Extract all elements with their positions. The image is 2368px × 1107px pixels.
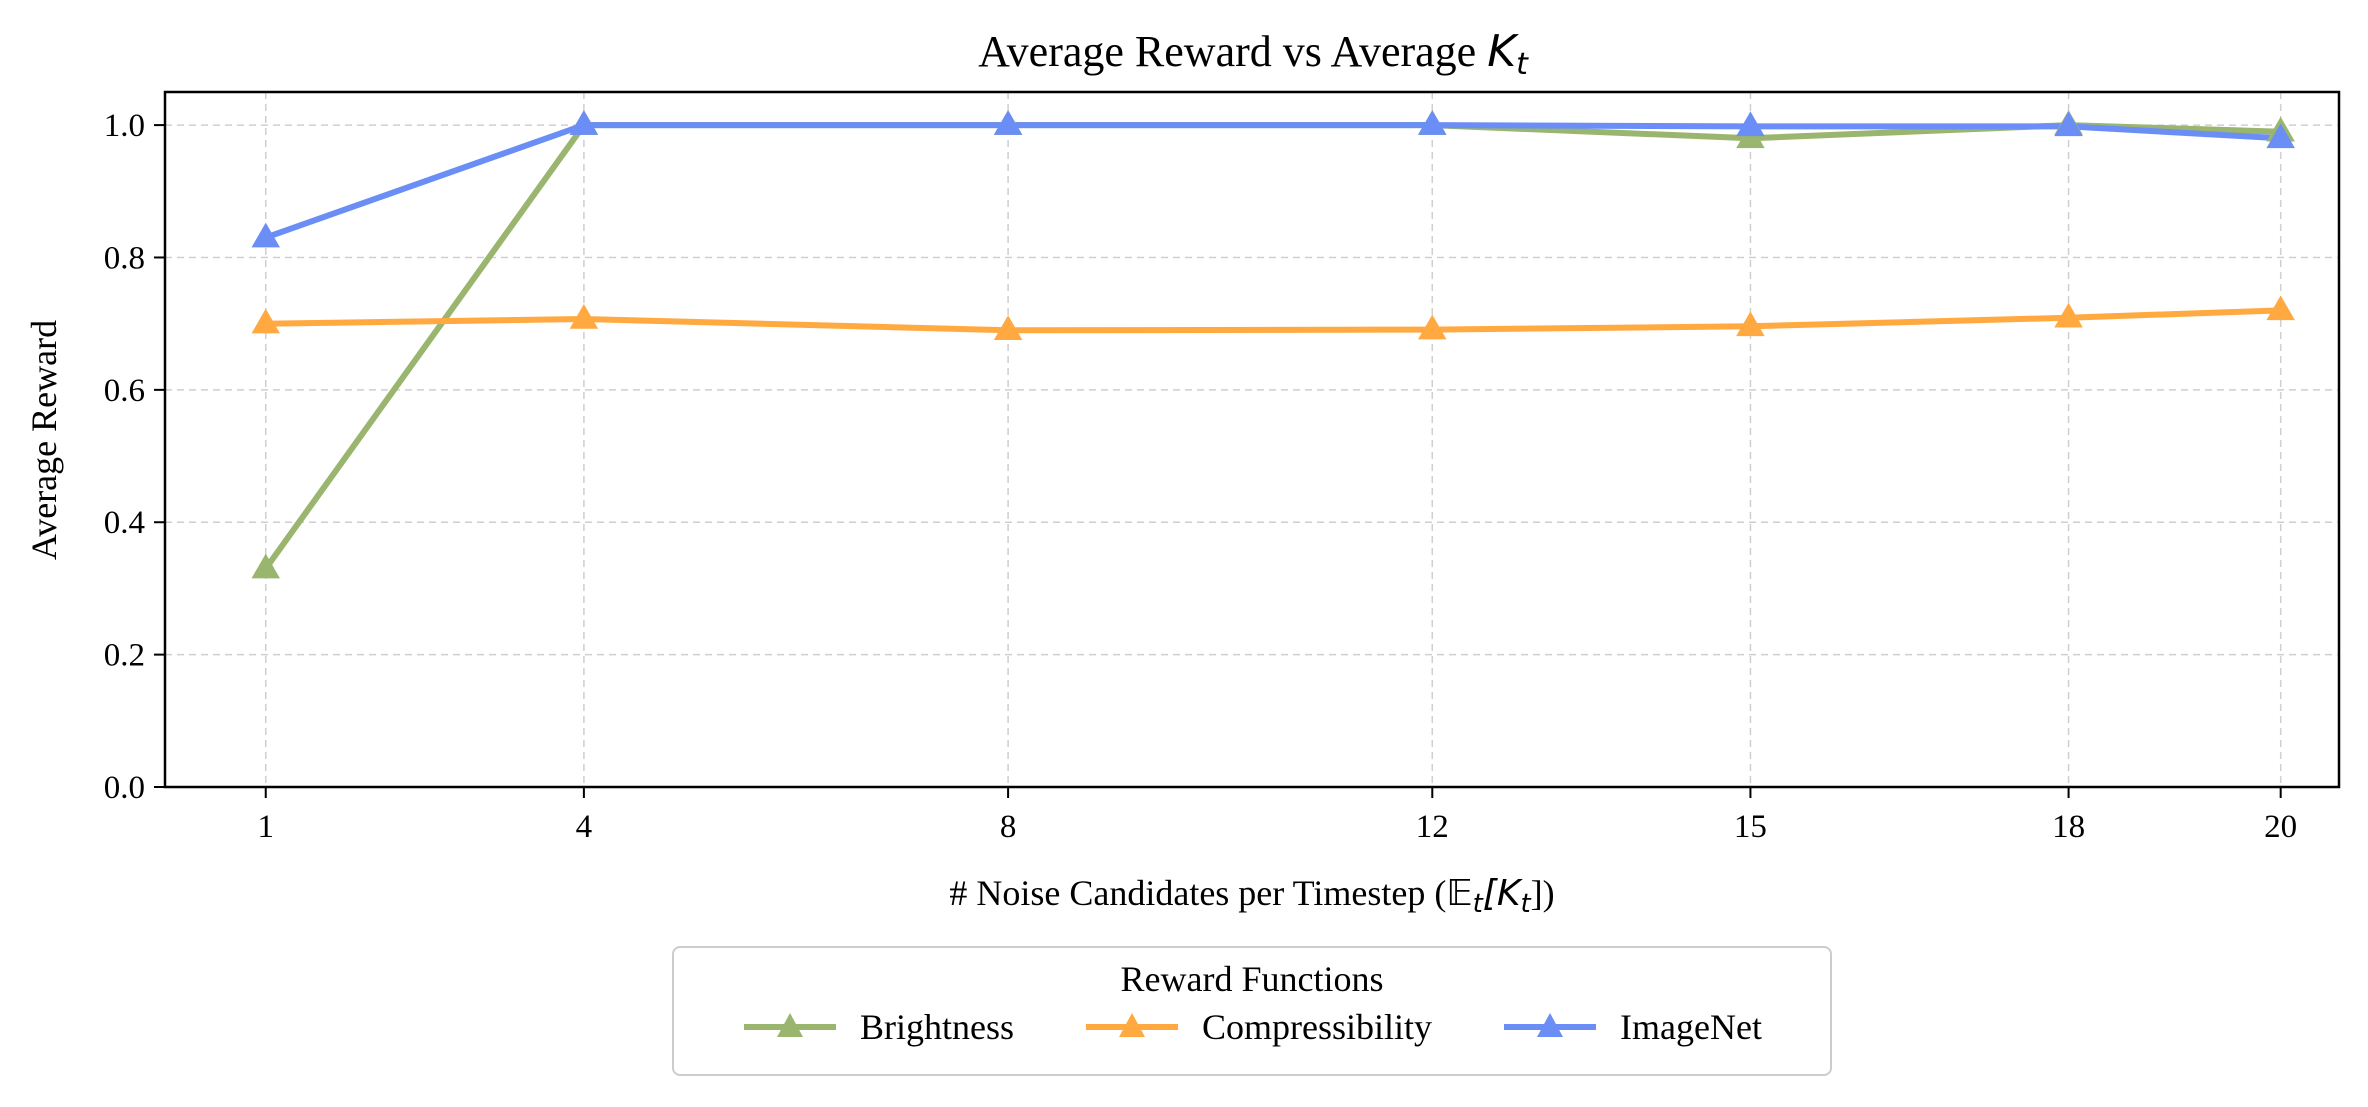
marker-imagenet xyxy=(251,222,280,248)
series-line-imagenet xyxy=(264,122,2281,241)
legend-swatch-compressibility-icon xyxy=(1086,1013,1179,1037)
series-line-compressibility xyxy=(265,307,2281,334)
marker-compressibility xyxy=(251,308,280,334)
legend-title: Reward Functions xyxy=(1120,959,1384,999)
x-tick-label: 8 xyxy=(1000,809,1017,845)
series-line-brightness xyxy=(263,122,2281,571)
marker-brightness xyxy=(251,553,280,579)
marker-imagenet xyxy=(1736,111,1765,137)
x-tick-label: 15 xyxy=(1734,809,1767,845)
y-tick-label: 0.2 xyxy=(104,638,145,674)
legend-item-compressibility: Compressibility xyxy=(1084,1006,1432,1048)
legend-label-compressibility: Compressibility xyxy=(1202,1007,1433,1047)
marker-compressibility xyxy=(993,315,1023,341)
legend-item-brightness: Brightness xyxy=(742,1006,1014,1048)
grid-lines xyxy=(165,92,2339,788)
marker-compressibility xyxy=(569,304,599,329)
y-tick-label: 0.8 xyxy=(104,240,145,276)
legend-swatch-brightness-icon xyxy=(744,1013,837,1037)
chart-title: Average Reward vs Average Kt xyxy=(978,26,1529,82)
x-tick-label: 12 xyxy=(1416,809,1449,845)
legend-label-brightness: Brightness xyxy=(860,1007,1015,1047)
marker-imagenet xyxy=(993,110,1023,135)
legend-items: Brightness Compressibility ImageNet xyxy=(674,1006,1830,1048)
y-tick-label: 0.0 xyxy=(104,770,145,806)
x-axis-label: # Noise Candidates per Timestep (𝔼t[Kt]) xyxy=(949,873,1554,919)
marker-compressibility xyxy=(1418,314,1447,340)
marker-imagenet xyxy=(569,110,599,135)
axis-ticks: 1 4 8 12 15 18 20 0.0 0.2 0.4 0.6 0.8 1.0 xyxy=(104,108,2297,845)
y-axis-label: Average Reward xyxy=(24,320,64,560)
x-tick-label: 1 xyxy=(257,809,274,845)
plot-frame xyxy=(163,90,2341,789)
x-tick-label: 4 xyxy=(576,809,593,845)
marker-imagenet xyxy=(2266,123,2295,149)
marker-compressibility xyxy=(2266,295,2295,321)
marker-imagenet xyxy=(1418,110,1447,135)
marker-compressibility xyxy=(2054,302,2083,328)
y-tick-label: 0.6 xyxy=(104,373,145,409)
legend-item-imagenet: ImageNet xyxy=(1502,1006,1762,1048)
marker-compressibility xyxy=(1736,311,1765,337)
y-tick-label: 1.0 xyxy=(104,108,145,144)
x-tick-label: 18 xyxy=(2052,809,2085,845)
legend: Reward Functions Brightness Compressibil… xyxy=(672,946,1832,1076)
marker-imagenet xyxy=(2054,111,2083,137)
x-tick-label: 20 xyxy=(2264,809,2297,845)
legend-swatch-imagenet-icon xyxy=(1504,1013,1597,1037)
y-tick-label: 0.4 xyxy=(104,505,145,541)
series-markers xyxy=(251,110,2295,579)
legend-label-imagenet: ImageNet xyxy=(1620,1007,1762,1047)
series-lines xyxy=(263,122,2281,571)
